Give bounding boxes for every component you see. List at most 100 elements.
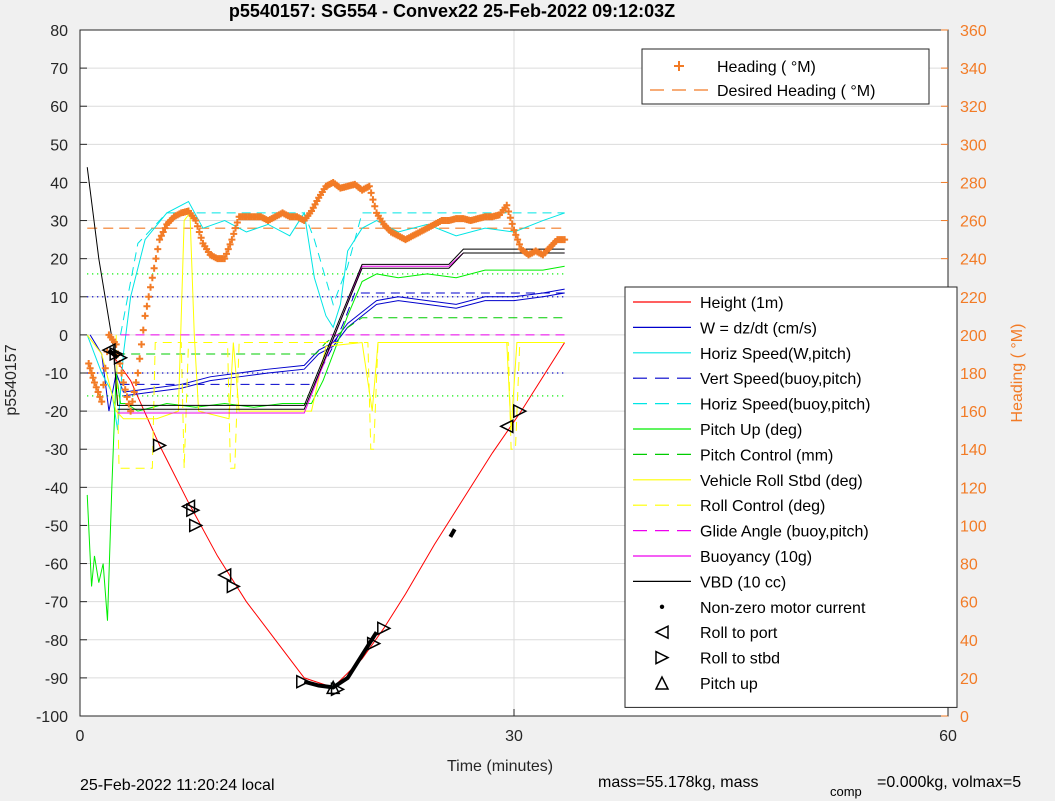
y-tick-label-right: 340 (960, 61, 987, 78)
legend-heading-label: Desired Heading ( °M) (717, 83, 875, 100)
roll-to-port-marker (216, 567, 232, 583)
y-axis-label-left: p5540157 (3, 344, 20, 415)
legend-label: Vert Speed(buoy,pitch) (700, 371, 862, 388)
legend-label: Height (1m) (700, 295, 784, 312)
heading-point (90, 379, 98, 387)
heading-point (147, 283, 155, 291)
y-tick-label-left: -70 (45, 595, 68, 612)
roll-to-stbd-marker (366, 636, 382, 651)
legend-label: Roll to port (700, 625, 778, 642)
heading-point (228, 236, 236, 244)
heading-point (514, 236, 522, 244)
heading-point (506, 214, 514, 222)
left-axis: -100-90-80-70-60-50-40-30-20-10010203040… (36, 23, 87, 726)
heading-point (154, 245, 162, 253)
footer-comp-text: =0.000kg, volmax=5 (877, 774, 1021, 791)
roll-to-stbd-marker (113, 350, 129, 365)
heading-point (101, 364, 109, 372)
heading-point (221, 255, 229, 263)
roll-to-stbd-marker (296, 674, 311, 689)
heading-point (137, 340, 145, 348)
x-axis-label: Time (minutes) (447, 758, 553, 775)
heading-point (371, 202, 379, 210)
y-tick-label-left: -20 (45, 404, 68, 421)
y-tick-label-right: 360 (960, 23, 987, 40)
series-line (117, 252, 565, 410)
footer-mass-text: mass=55.178kg, mass (598, 774, 759, 791)
y-tick-label-right: 200 (960, 328, 987, 345)
heading-point (233, 218, 241, 226)
y-tick-label-left: 20 (50, 252, 68, 269)
heading-point (365, 182, 373, 190)
footer-local-time: 25-Feb-2022 11:20:24 local (80, 777, 275, 794)
y-tick-label-right: 80 (960, 557, 978, 574)
heading-point (123, 393, 131, 401)
x-tick-label: 30 (505, 728, 523, 745)
right-axis: 0 20 40 60 80 100 120 140 160 180 200 220 240 260 280 3… (941, 23, 987, 726)
legend-label: Vehicle Roll Stbd (deg) (700, 473, 863, 490)
motor-current-trace (448, 528, 457, 538)
y-tick-label-left: 80 (50, 23, 68, 40)
legend-label: Roll to stbd (700, 651, 780, 668)
y-tick-label-right: 40 (960, 633, 978, 650)
heading-point (132, 379, 140, 387)
heading-point (161, 224, 169, 232)
heading-point (128, 398, 136, 406)
heading-point (230, 230, 238, 238)
heading-point (141, 312, 149, 320)
legend-heading-swatch (674, 61, 684, 71)
legend-label: VBD (10 cc) (700, 574, 786, 591)
heading-point (503, 201, 511, 209)
heading-point (157, 232, 165, 240)
y-tick-label-left: 30 (50, 214, 68, 231)
y-axis-label-right: Heading ( °M) (1009, 324, 1026, 423)
y-tick-label-left: 0 (59, 328, 68, 345)
heading-point (192, 217, 200, 225)
y-tick-label-right: 260 (960, 214, 987, 231)
series-layer (85, 167, 569, 688)
legend-label: Pitch up (700, 676, 758, 693)
heading-point (96, 393, 104, 401)
pitch-up-marker (325, 679, 341, 695)
heading-point (150, 264, 158, 272)
y-tick-label-right: 0 (960, 709, 969, 726)
y-tick-label-left: -30 (45, 442, 68, 459)
heading-point (125, 400, 133, 408)
y-tick-label-right: 280 (960, 175, 987, 192)
chart-title: p5540157: SG554 - Convex22 25-Feb-2022 0… (229, 1, 675, 21)
y-tick-label-left: 10 (50, 290, 68, 307)
marker-layer (101, 342, 528, 697)
heading-point (232, 224, 240, 232)
heading-point (224, 245, 232, 253)
legend-main: Height (1m) W = dz/dt (cm/s) Horiz Speed(W… (624, 286, 958, 708)
roll-to-stbd-marker (152, 438, 168, 453)
legend-main-box (624, 286, 958, 708)
bottom-axis: 0 30 60 (76, 709, 957, 745)
heading-point (143, 302, 151, 310)
heading-point (369, 196, 377, 204)
y-tick-label-left: -60 (45, 557, 68, 574)
heading-point (100, 381, 108, 389)
legend-heading: Heading ( °M) Desired Heading ( °M) (641, 48, 930, 105)
heading-point (197, 234, 205, 242)
heading-point (130, 388, 138, 396)
heading-point (127, 407, 135, 415)
legend-label: Glide Angle (buoy,pitch) (700, 524, 869, 541)
y-tick-label-right: 220 (960, 290, 987, 307)
heading-point (88, 369, 96, 377)
heading-point (92, 383, 100, 391)
heading-point (152, 255, 160, 263)
y-tick-label-right: 160 (960, 404, 987, 421)
motor-current-trace (303, 631, 379, 690)
legend-swatch (655, 650, 670, 665)
roll-to-stbd-marker (186, 502, 201, 518)
y-tick-label-right: 140 (960, 442, 987, 459)
y-tick-label-left: 70 (50, 61, 68, 78)
y-tick-label-left: 60 (50, 99, 68, 116)
heading-point (89, 374, 97, 382)
heading-point (226, 240, 234, 248)
heading-point (194, 222, 202, 230)
legend-label: Roll Control (deg) (700, 498, 825, 515)
roll-to-stbd-marker (330, 682, 346, 697)
heading-point (561, 236, 569, 244)
